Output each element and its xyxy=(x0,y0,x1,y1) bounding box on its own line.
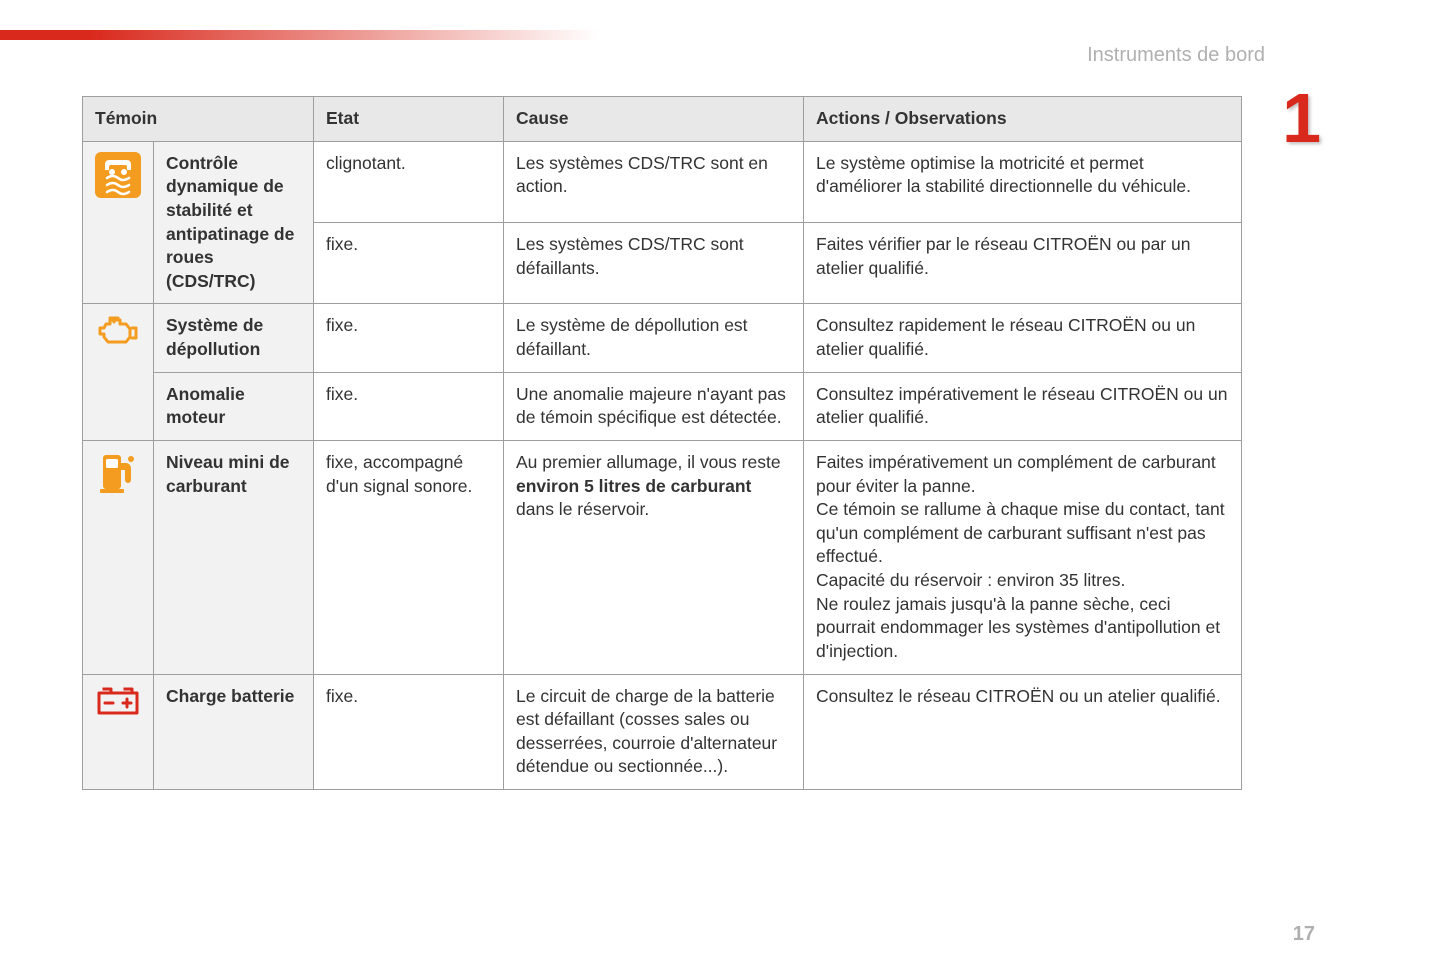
icon-cell xyxy=(83,304,154,441)
table-row: Contrôle dynamique de stabilité et antip… xyxy=(83,141,1242,222)
stability-control-icon xyxy=(95,152,141,205)
table-row: Niveau mini de carburant fixe, accompagn… xyxy=(83,440,1242,674)
table-row: Anomalie moteur fixe. Une anomalie majeu… xyxy=(83,372,1242,440)
etat-cell: fixe. xyxy=(314,674,504,790)
cause-cell: Au premier allumage, il vous reste envir… xyxy=(504,440,804,674)
label-cell: Anomalie moteur xyxy=(154,372,314,440)
chapter-number: 1 xyxy=(1282,78,1317,158)
col-header-temoin: Témoin xyxy=(83,97,314,142)
actions-cell: Consultez le réseau CITROËN ou un atelie… xyxy=(804,674,1242,790)
cause-cell: Une anomalie majeure n'ayant pas de témo… xyxy=(504,372,804,440)
label-cell: Système de dépollution xyxy=(154,304,314,372)
actions-cell: Consultez impérativement le réseau CITRO… xyxy=(804,372,1242,440)
icon-cell xyxy=(83,440,154,674)
fuel-pump-icon xyxy=(98,451,138,502)
table-row: Système de dépollution fixe. Le système … xyxy=(83,304,1242,372)
col-header-etat: Etat xyxy=(314,97,504,142)
actions-cell: Consultez rapidement le réseau CITROËN o… xyxy=(804,304,1242,372)
etat-cell: fixe. xyxy=(314,223,504,304)
etat-cell: fixe. xyxy=(314,372,504,440)
header-red-bar xyxy=(0,30,600,40)
label-cell: Charge batterie xyxy=(154,674,314,790)
cause-cell: Le système de dépollution est défaillant… xyxy=(504,304,804,372)
actions-cell: Faites impérativement un complément de c… xyxy=(804,440,1242,674)
etat-cell: fixe. xyxy=(314,304,504,372)
engine-icon xyxy=(96,314,140,355)
warning-lights-table: Témoin Etat Cause Actions / Observations xyxy=(82,96,1242,790)
actions-cell: Faites vérifier par le réseau CITROËN ou… xyxy=(804,223,1242,304)
col-header-cause: Cause xyxy=(504,97,804,142)
icon-cell xyxy=(83,674,154,790)
cause-cell: Les systèmes CDS/TRC sont défaillants. xyxy=(504,223,804,304)
battery-icon xyxy=(96,685,140,724)
section-label: Instruments de bord xyxy=(1087,44,1265,67)
actions-cell: Le système optimise la motricité et perm… xyxy=(804,141,1242,222)
table-header-row: Témoin Etat Cause Actions / Observations xyxy=(83,97,1242,142)
page-number: 17 xyxy=(1293,923,1315,946)
label-cell: Contrôle dynamique de stabilité et antip… xyxy=(154,141,314,304)
label-cell: Niveau mini de carburant xyxy=(154,440,314,674)
table-row: Charge batterie fixe. Le circuit de char… xyxy=(83,674,1242,790)
cause-cell: Les systèmes CDS/TRC sont en action. xyxy=(504,141,804,222)
etat-cell: fixe, accompagné d'un signal sonore. xyxy=(314,440,504,674)
etat-cell: clignotant. xyxy=(314,141,504,222)
icon-cell xyxy=(83,141,154,304)
col-header-actions: Actions / Observations xyxy=(804,97,1242,142)
cause-cell: Le circuit de charge de la batterie est … xyxy=(504,674,804,790)
